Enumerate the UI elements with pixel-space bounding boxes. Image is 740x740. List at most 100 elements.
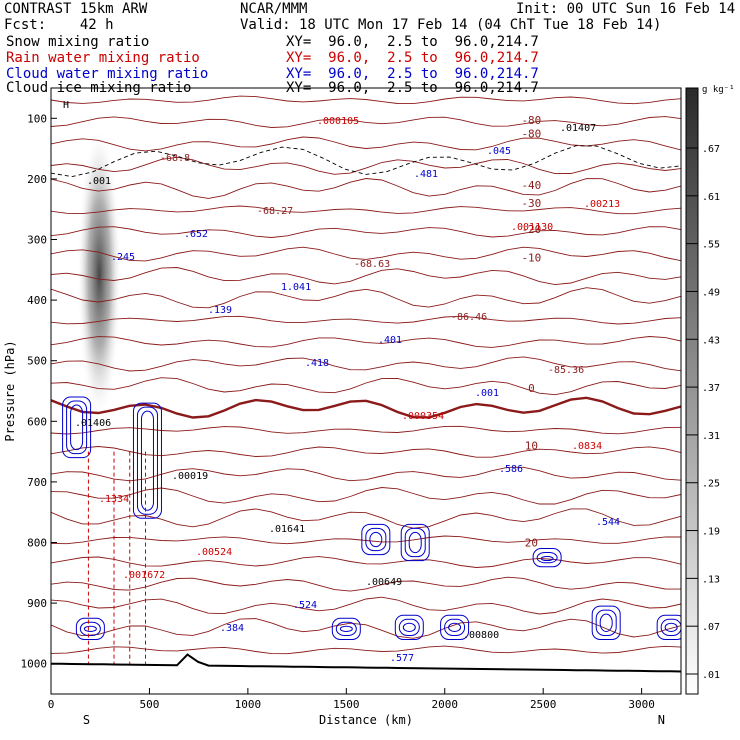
field-annotation: .000105 <box>317 116 359 127</box>
x-tick-label: 2000 <box>432 698 459 711</box>
temperature-contour-line <box>51 596 681 615</box>
cloud-water-contour <box>339 625 353 632</box>
temperature-contour-line <box>51 226 681 238</box>
isotherm-value-label: 10 <box>525 440 538 453</box>
cloud-water-contour <box>448 622 462 632</box>
model-title: CONTRAST 15km ARW <box>4 1 148 17</box>
temperature-contour-line <box>51 95 681 105</box>
temperature-contour-line <box>51 396 681 419</box>
y-tick-label: 300 <box>27 234 47 247</box>
field-annotation: .01406 <box>75 418 111 429</box>
cloud-ice-dashed-contour <box>51 145 681 178</box>
cloud-water-contour <box>595 609 617 636</box>
y-tick-label: 1000 <box>21 658 48 671</box>
isotherm-value-label: -20 <box>521 223 541 236</box>
isotherm-value-label: -40 <box>521 179 541 192</box>
field-annotation: 1.041 <box>281 282 311 293</box>
cloud-water-contour <box>440 614 470 640</box>
cloud-water-contour <box>83 625 97 632</box>
y-axis-label: Pressure (hPa) <box>3 340 17 441</box>
temperature-contour-line <box>51 576 681 592</box>
y-tick-label: 700 <box>27 476 47 489</box>
temperature-contour-line <box>51 267 681 286</box>
cloud-water-contour <box>132 402 162 519</box>
cloud-water-contour <box>400 523 430 562</box>
cloud-water-contour <box>361 523 391 556</box>
colorbar: g kg⁻¹ .67 .61 .55 .49 .43 .37 .31 .25 .19 .13 .07.… <box>685 85 735 695</box>
isotherm-value-label: -80 <box>521 127 541 140</box>
field-annotation: -85.36 <box>548 365 584 376</box>
y-tick-label: 100 <box>27 112 47 125</box>
field-annotation: .000354 <box>402 411 444 422</box>
y-tick-label: 500 <box>27 355 47 368</box>
cloud-water-contour <box>62 396 92 459</box>
cloud-water-contour <box>331 617 361 640</box>
temperature-contour-line <box>51 156 681 175</box>
colorbar-tick-label: .43 <box>702 335 720 346</box>
y-tick-label: 600 <box>27 415 47 428</box>
cloud-water-field-xy: XY= 96.0, 2.5 to 96.0,214.7 <box>286 66 539 82</box>
temperature-contour-line <box>51 205 681 215</box>
cloud-water-contour <box>540 556 554 562</box>
temperature-contour-line <box>51 377 681 396</box>
temperature-contour-line <box>51 116 681 128</box>
colorbar-tick-label: .07 <box>702 622 720 633</box>
cloud-water-contour <box>591 605 621 640</box>
field-annotation: .001672 <box>123 570 165 581</box>
y-tick-label: 900 <box>27 597 47 610</box>
south-end-label: S <box>83 713 90 727</box>
field-annotation: .00800 <box>463 630 499 641</box>
cloud-water-contour <box>79 621 101 636</box>
cloud-water-contour <box>365 527 387 552</box>
field-annotation: .0834 <box>572 441 602 452</box>
temperature-contour-line <box>51 425 681 435</box>
snow-field-label: Snow mixing ratio <box>6 34 150 50</box>
rain-field-label: Rain water mixing ratio <box>6 50 200 66</box>
snow-column-shading <box>77 127 122 422</box>
valid-time: Valid: 18 UTC Mon 17 Feb 14 (04 ChT Tue … <box>240 17 662 33</box>
colorbar-tick-label: .55 <box>702 240 720 251</box>
colorbar-tick-label: .67 <box>702 144 720 155</box>
field-annotation: .139 <box>208 305 232 316</box>
temperature-contour-line <box>51 336 681 348</box>
isotherm-value-label: -80 <box>521 114 541 127</box>
colorbar-tick-label: .19 <box>702 527 720 538</box>
north-end-label: N <box>658 713 665 727</box>
temperature-contour-line <box>51 645 681 655</box>
temperature-contour-line <box>51 556 681 568</box>
temperature-contour-line <box>51 446 681 458</box>
cloud-water-contour <box>70 404 84 451</box>
cloud-water-contour <box>402 622 416 632</box>
isotherm-value-label: -10 <box>521 252 541 265</box>
center-label: NCAR/MMM <box>240 1 308 17</box>
field-annotation: .577 <box>390 653 414 664</box>
colorbar-tick-label: .31 <box>702 431 720 442</box>
cloud-water-contour <box>398 618 420 636</box>
cloud-water-contour <box>404 527 426 558</box>
x-tick-label: 3000 <box>628 698 655 711</box>
cloud-water-contour <box>66 400 88 455</box>
cloud-water-contour <box>335 621 357 636</box>
colorbar-tick-label: .61 <box>702 192 720 203</box>
y-tick-label: 200 <box>27 173 47 186</box>
field-annotation: .01641 <box>269 524 305 535</box>
init-time: Init: 00 UTC Sun 16 Feb 14 <box>516 1 736 17</box>
cloud-water-contour <box>536 552 558 564</box>
field-annotation: .00649 <box>366 577 402 588</box>
temperature-contour-line <box>51 246 681 262</box>
temperature-contour-line <box>51 178 681 199</box>
y-tick-label: 400 <box>27 294 47 307</box>
x-tick-label: 500 <box>140 698 160 711</box>
field-annotation: .245 <box>111 252 135 263</box>
temperature-contour-line <box>51 136 681 152</box>
field-annotation: .001 <box>475 388 499 399</box>
temperature-contour-line <box>51 356 681 372</box>
colorbar-tick-label: .49 <box>702 287 720 298</box>
field-annotation: .1334 <box>99 494 129 505</box>
field-annotation: .652 <box>184 229 208 240</box>
x-tick-label: 1000 <box>235 698 262 711</box>
colorbar-tick-label: .13 <box>702 574 720 585</box>
